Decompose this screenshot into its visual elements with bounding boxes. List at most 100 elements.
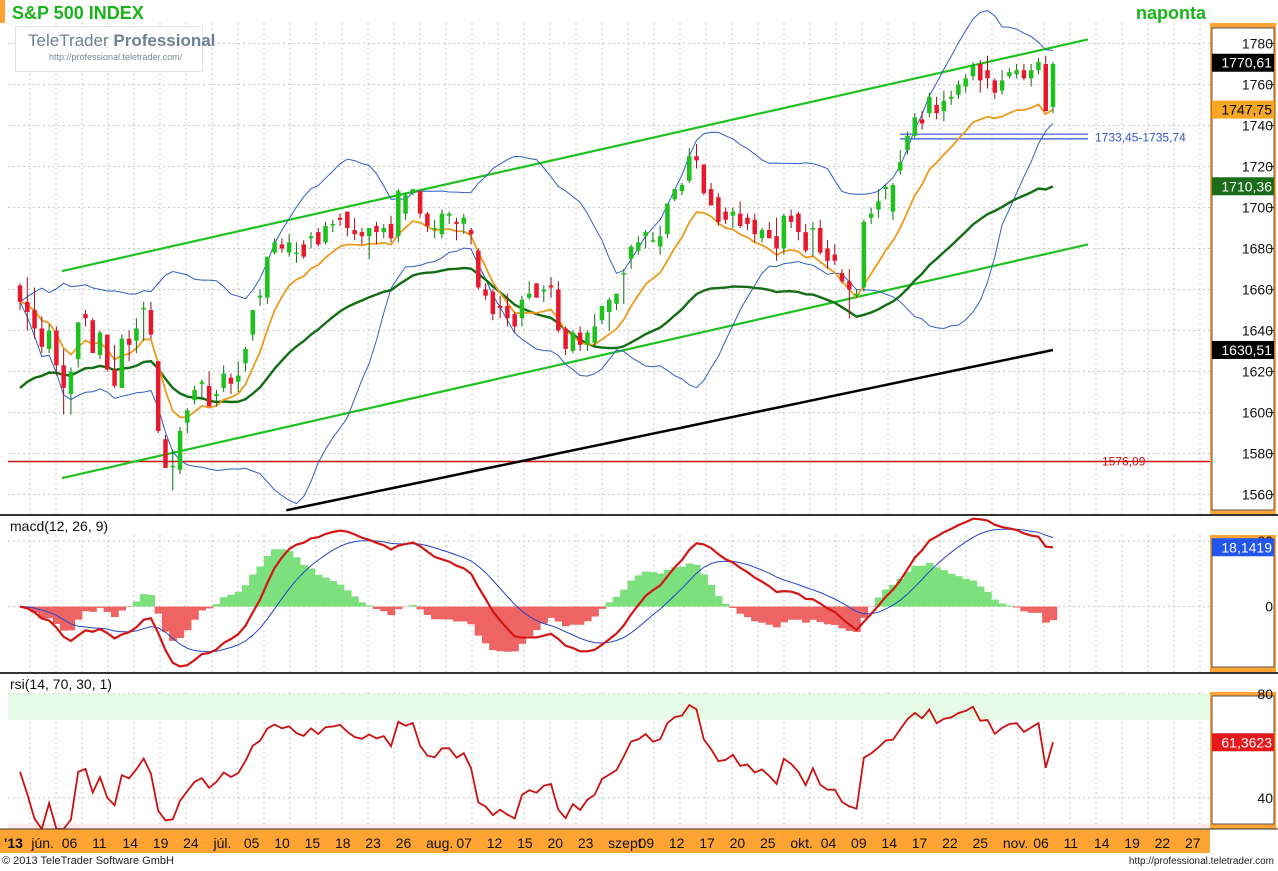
candle-up — [905, 131, 910, 155]
date-tick-label: 23 — [365, 835, 381, 851]
candle-down — [577, 326, 583, 351]
candle-up — [1007, 68, 1012, 79]
candle-up — [941, 90, 947, 122]
candle-down — [716, 193, 721, 226]
date-axis-strip — [0, 829, 1210, 853]
candle-up — [599, 305, 605, 325]
trend-channel-lower — [61, 243, 1089, 480]
candle-down — [352, 217, 357, 241]
price-tick-label: 1600 — [1242, 405, 1273, 421]
support-level-label: 1576,09 — [1102, 455, 1146, 469]
candle-down — [534, 283, 539, 298]
date-tick-label: 06 — [1033, 835, 1049, 851]
rsi-value-bg — [1212, 733, 1274, 752]
rsi-title: rsi(14, 70, 30, 1) — [10, 676, 112, 692]
value-label-bg — [1212, 340, 1274, 359]
date-tick-label: 05 — [244, 835, 260, 851]
candle-down — [417, 191, 423, 218]
candle-down — [112, 344, 117, 388]
candle-up — [177, 426, 183, 474]
candle-up — [657, 225, 663, 255]
date-tick-label: 11 — [92, 835, 107, 851]
macd-signal-line — [19, 528, 1054, 653]
footer-copyright: © 2013 TeleTrader Software GmbH — [2, 855, 174, 867]
date-tick-label: 26 — [396, 835, 412, 851]
candle-down — [694, 143, 699, 169]
period-label[interactable]: naponta — [1136, 3, 1206, 23]
date-tick-label: 17 — [912, 835, 928, 851]
footer-url[interactable]: http://professional.teletrader.com — [1128, 856, 1274, 867]
candle-up — [759, 228, 765, 243]
candle-up — [650, 232, 656, 243]
candle-up — [621, 269, 627, 304]
candle-up — [592, 314, 597, 347]
candle-down — [839, 269, 845, 284]
candle-up — [868, 207, 874, 224]
candle-down — [454, 217, 459, 241]
candle-up — [927, 92, 932, 118]
date-tick-label: júl. — [213, 835, 232, 851]
candle-down — [985, 55, 990, 89]
candle-down — [155, 361, 161, 433]
candle-up — [214, 389, 219, 407]
price-tick-label: 1580 — [1242, 446, 1273, 462]
candle-down — [934, 96, 939, 120]
candle-down — [163, 435, 168, 468]
candle-up — [541, 285, 547, 302]
date-tick-label: 12 — [487, 835, 503, 851]
candle-up — [1036, 57, 1041, 75]
candle-down — [563, 326, 568, 356]
candle-up — [636, 236, 641, 255]
teletrader-logo: TeleTrader Professional http://professio… — [15, 26, 215, 72]
value-label: 1630,51 — [1221, 342, 1272, 358]
candle-down — [301, 240, 306, 259]
candle-down — [752, 213, 757, 243]
candle-down — [505, 293, 510, 327]
bollinger-upper — [19, 9, 1054, 303]
candle-up — [265, 256, 270, 304]
candle-up — [97, 330, 103, 360]
candle-up — [1028, 64, 1034, 87]
candle-up — [861, 219, 867, 292]
candle-up — [970, 61, 976, 81]
candle-up — [585, 330, 590, 351]
candle-down — [476, 248, 481, 290]
logo-name-bold: Professional — [113, 31, 216, 50]
date-tick-label: 27 — [1185, 835, 1201, 851]
candle-up — [526, 281, 532, 300]
candle-up — [461, 213, 467, 235]
candle-down — [359, 228, 365, 245]
date-tick-label: 25 — [760, 835, 776, 851]
date-tick-label: 23 — [578, 835, 594, 851]
candle-down — [490, 289, 496, 321]
candle-up — [1014, 64, 1019, 79]
candle-down — [206, 371, 212, 407]
candle-up — [366, 228, 372, 259]
candle-up — [119, 334, 125, 388]
candle-up — [963, 74, 968, 93]
candle-up — [439, 209, 445, 239]
candle-up — [781, 213, 787, 255]
candle-down — [32, 287, 37, 339]
candle-up — [396, 189, 401, 243]
candle-down — [796, 211, 801, 241]
candle-up — [948, 90, 954, 105]
candle-down — [512, 312, 517, 333]
candle-down — [1021, 64, 1027, 81]
date-tick-label: 15 — [305, 835, 321, 851]
candle-down — [279, 238, 285, 253]
value-label: 1747,75 — [1221, 102, 1272, 118]
candle-up — [432, 219, 437, 239]
trend-channel-upper — [61, 38, 1089, 273]
price-tick-label: 1620 — [1242, 364, 1273, 380]
candle-down — [548, 277, 554, 298]
macd-title: macd(12, 26, 9) — [10, 518, 108, 534]
date-tick-label: 19 — [1124, 835, 1140, 851]
candle-up — [679, 182, 685, 196]
value-label: 1710,36 — [1221, 178, 1272, 194]
candle-up — [68, 367, 74, 415]
candle-up — [46, 324, 52, 354]
candle-down — [388, 215, 394, 243]
rsi-axis-box — [1211, 695, 1275, 825]
